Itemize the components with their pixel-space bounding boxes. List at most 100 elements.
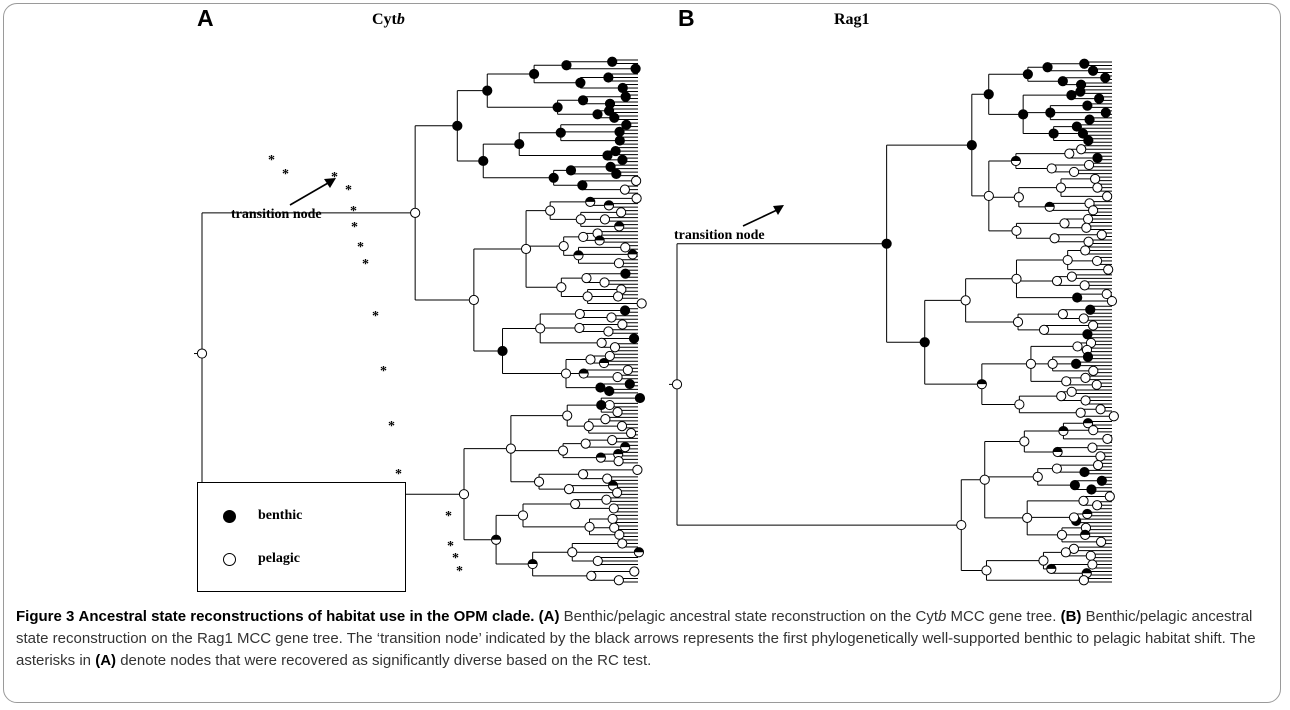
- node-pelagic-marker: [613, 456, 624, 467]
- node-benthic-marker: [528, 68, 540, 80]
- significance-asterisk: *: [380, 364, 387, 379]
- node-mixed-half: [634, 547, 644, 553]
- node-pelagic-marker: [1013, 192, 1024, 203]
- node-benthic-marker: [1096, 475, 1107, 486]
- significance-asterisk: *: [452, 551, 459, 566]
- node-pelagic-marker: [1087, 559, 1098, 570]
- node-pelagic-marker: [533, 476, 545, 487]
- node-pelagic-marker: [1068, 512, 1080, 523]
- node-benthic-marker: [614, 135, 625, 146]
- node-benthic-marker: [614, 126, 625, 137]
- node-benthic-marker: [617, 154, 628, 165]
- significance-asterisk: *: [372, 309, 379, 324]
- node-mixed-half: [595, 235, 605, 241]
- node-benthic-marker: [1079, 58, 1090, 69]
- node-pelagic-marker: [1012, 316, 1024, 328]
- node-benthic-marker: [1048, 128, 1059, 139]
- node-pelagic-marker: [622, 364, 633, 376]
- node-benthic-marker: [604, 385, 615, 397]
- node-benthic-marker: [555, 127, 566, 138]
- node-benthic-marker: [482, 85, 493, 96]
- node-pelagic-marker: [1011, 225, 1022, 236]
- node-pelagic-marker: [1055, 182, 1067, 193]
- node-pelagic-marker: [1078, 575, 1089, 586]
- node-benthic-marker: [983, 89, 994, 100]
- significance-asterisk: *: [350, 204, 357, 219]
- panel-b-title: Rag1: [834, 11, 870, 28]
- node-pelagic-marker: [1096, 229, 1107, 240]
- node-pelagic-marker: [1082, 213, 1094, 225]
- node-pelagic-marker: [535, 323, 546, 334]
- caption-a-tag-2: (A): [95, 652, 117, 669]
- node-benthic-marker: [620, 91, 631, 102]
- caption-label: Figure 3: [16, 608, 75, 625]
- node-benthic-marker: [1082, 329, 1093, 340]
- node-benthic-marker: [617, 82, 628, 94]
- node-pelagic-marker: [1088, 365, 1099, 376]
- node-mixed-half: [608, 481, 618, 486]
- node-pelagic-marker: [562, 410, 573, 421]
- node-benthic-marker: [575, 77, 586, 88]
- node-pelagic-marker: [583, 421, 594, 432]
- benthic-marker-icon: [223, 509, 236, 523]
- node-pelagic-marker: [1049, 233, 1060, 244]
- node-pelagic-marker: [1051, 463, 1062, 474]
- significance-asterisk: *: [357, 240, 364, 255]
- node-pelagic-marker: [617, 538, 628, 549]
- node-pelagic-marker: [556, 282, 567, 293]
- node-pelagic-marker: [1078, 313, 1089, 324]
- node-pelagic-marker: [1064, 148, 1075, 159]
- node-benthic-marker: [1069, 480, 1080, 491]
- node-pelagic-marker: [625, 428, 637, 439]
- node-pelagic-marker: [586, 570, 597, 581]
- node-benthic-marker: [621, 119, 632, 130]
- node-pelagic-marker: [636, 298, 647, 309]
- node-pelagic-marker: [1102, 191, 1113, 202]
- node-pelagic-marker: [1061, 376, 1072, 387]
- node-benthic-marker: [602, 150, 613, 161]
- node-pelagic-marker: [614, 529, 625, 540]
- node-mixed-half: [1080, 530, 1090, 535]
- node-pelagic-marker: [616, 421, 628, 432]
- node-pelagic-marker: [608, 503, 619, 514]
- node-pelagic-marker: [1092, 459, 1104, 471]
- figure-frame: [3, 3, 1281, 703]
- node-mixed-half: [573, 250, 584, 256]
- legend-row-pelagic: pelagic: [198, 551, 300, 567]
- node-benthic-marker: [1072, 292, 1083, 303]
- node-pelagic-marker: [560, 368, 572, 379]
- node-pelagic-marker: [612, 291, 624, 302]
- node-pelagic-marker: [609, 342, 621, 353]
- node-pelagic-marker: [1060, 547, 1071, 558]
- node-pelagic-marker: [1080, 395, 1091, 406]
- node-mixed-half: [1046, 564, 1056, 569]
- node-pelagic-marker: [599, 277, 610, 288]
- caption-a-text: Benthic/pelagic ancestral state reconstr…: [563, 608, 912, 625]
- node-benthic-marker: [607, 56, 618, 67]
- node-benthic-marker: [1082, 351, 1094, 362]
- node-pelagic-marker: [1038, 555, 1049, 566]
- node-mixed-half: [604, 200, 614, 206]
- cytb-tree: ** **************: [194, 56, 647, 586]
- node-pelagic-marker: [604, 350, 615, 362]
- legend: benthic pelagic: [197, 482, 406, 592]
- node-mixed-half: [491, 535, 501, 540]
- significance-asterisk: *: [282, 167, 289, 182]
- node-pelagic-marker: [632, 464, 643, 475]
- node-pelagic-marker: [1025, 358, 1037, 369]
- node-pelagic-marker: [1080, 372, 1091, 383]
- transition-node-label-a: transition node: [231, 207, 322, 222]
- node-pelagic-marker: [1062, 254, 1073, 266]
- node-pelagic-marker: [613, 575, 624, 586]
- node-pelagic-marker: [1014, 399, 1025, 410]
- node-pelagic-marker: [1019, 436, 1030, 447]
- node-benthic-marker: [619, 305, 631, 316]
- caption-a-tag: (A): [538, 608, 560, 625]
- node-pelagic-marker: [1090, 173, 1101, 185]
- node-pelagic-marker: [1088, 205, 1099, 216]
- node-mixed-half: [1082, 568, 1092, 574]
- node-pelagic-marker: [458, 489, 470, 500]
- node-pelagic-marker: [1079, 280, 1090, 291]
- node-benthic-marker: [1087, 65, 1099, 76]
- node-pelagic-marker: [1108, 411, 1119, 422]
